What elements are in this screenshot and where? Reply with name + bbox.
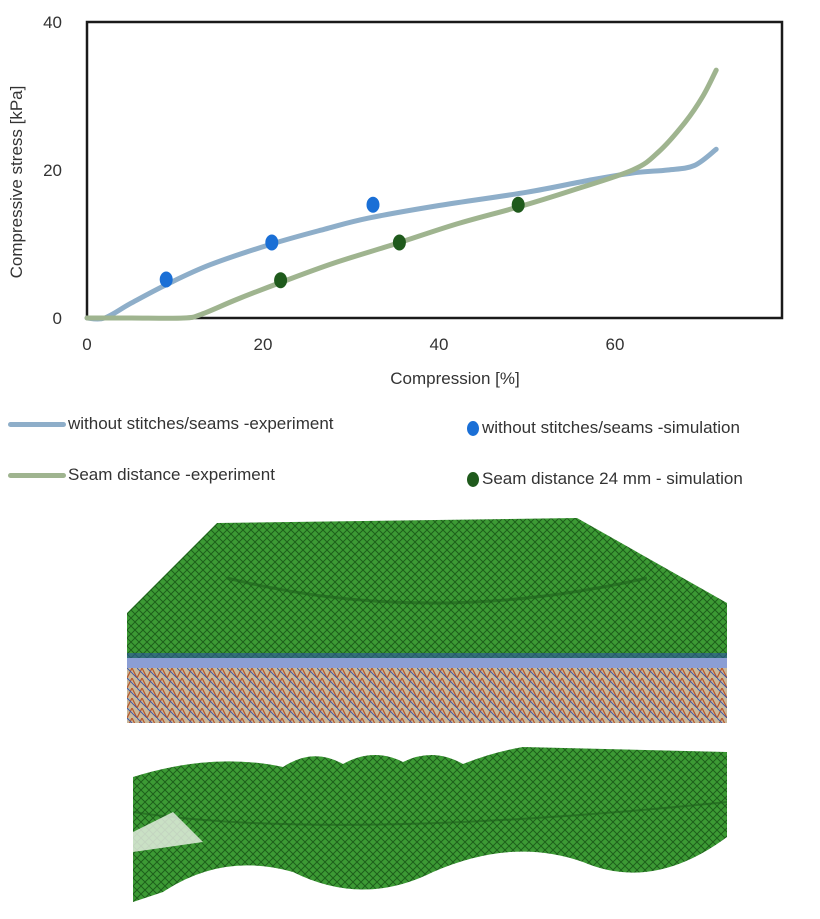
series-point-3 bbox=[511, 196, 525, 213]
series-point-3 bbox=[392, 234, 406, 251]
legend-item-blue-simulation: without stitches/seams -simulation bbox=[467, 418, 740, 438]
legend-item-blue-experiment: without stitches/seams -experiment bbox=[8, 414, 334, 434]
series-line-0 bbox=[84, 146, 719, 322]
legend-label: Seam distance -experiment bbox=[68, 465, 275, 484]
legend-line-swatch bbox=[8, 421, 66, 427]
y-tick-label: 0 bbox=[53, 309, 62, 328]
x-tick-label: 20 bbox=[254, 335, 273, 354]
series-point-2 bbox=[366, 196, 380, 213]
mesh-simulation-image-bottom bbox=[133, 747, 727, 902]
legend-line-swatch bbox=[8, 472, 66, 478]
x-axis-label: Compression [%] bbox=[390, 369, 519, 388]
series-line-1 bbox=[84, 67, 719, 321]
y-tick-label: 40 bbox=[43, 13, 62, 32]
legend-label: Seam distance 24 mm - simulation bbox=[482, 469, 743, 488]
mesh-simulation-image-top bbox=[127, 518, 727, 723]
series-point-3 bbox=[274, 272, 288, 289]
y-axis-label: Compressive stress [kPa] bbox=[7, 86, 26, 279]
x-tick-label: 40 bbox=[430, 335, 449, 354]
legend-item-green-simulation: Seam distance 24 mm - simulation bbox=[467, 469, 743, 489]
legend-dot-swatch bbox=[467, 471, 479, 487]
x-tick-label: 60 bbox=[606, 335, 625, 354]
legend-item-green-experiment: Seam distance -experiment bbox=[8, 465, 275, 485]
x-tick-label: 0 bbox=[82, 335, 91, 354]
chart: 0 20 40 60 0 20 40 Compression [%] Compressiv… bbox=[7, 13, 784, 388]
series-point-2 bbox=[159, 271, 173, 288]
series-point-2 bbox=[265, 234, 279, 251]
legend-label: without stitches/seams -experiment bbox=[68, 414, 334, 433]
y-tick-label: 20 bbox=[43, 161, 62, 180]
legend-dot-swatch bbox=[467, 420, 479, 436]
legend-label: without stitches/seams -simulation bbox=[482, 418, 740, 437]
plot-frame bbox=[85, 20, 784, 320]
